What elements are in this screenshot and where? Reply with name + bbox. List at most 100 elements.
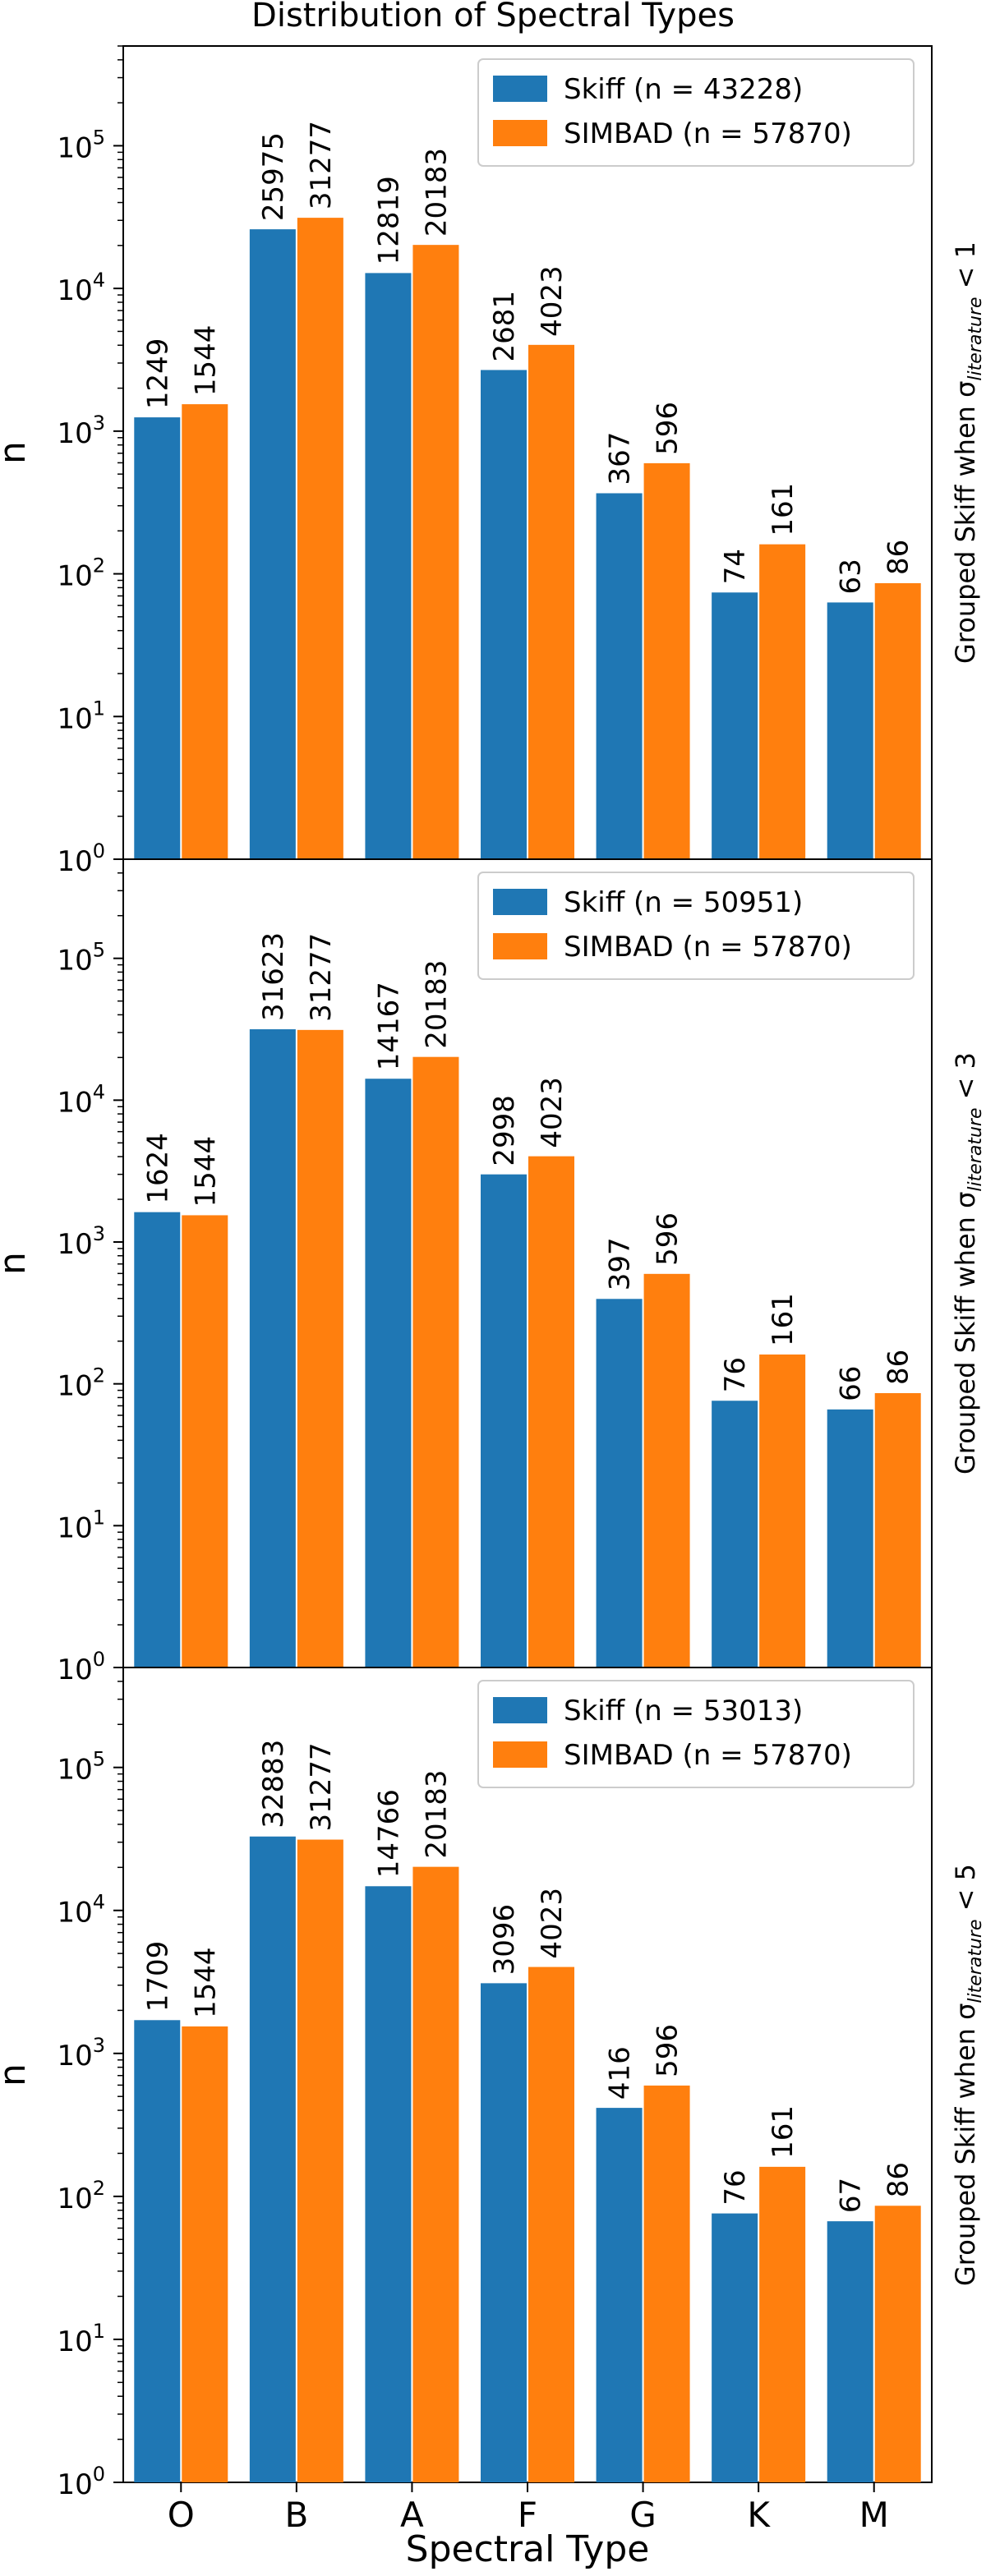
data-label: 367 [604,432,637,485]
data-label: 86 [882,1350,915,1385]
data-label: 31277 [305,933,338,1022]
simbad-bar-M [874,1392,921,1668]
legend-entry: SIMBAD (n = 57870) [564,931,852,964]
y-tick-label: 103 [57,1222,105,1261]
data-label: 63 [835,559,868,594]
y-tick-label: 101 [57,2320,105,2358]
data-label: 66 [835,1366,868,1401]
data-label: 1249 [141,338,174,410]
legend-entry: SIMBAD (n = 57870) [564,117,852,150]
data-label: 161 [767,483,799,536]
y-axis-label: n [0,441,34,464]
skiff-bar-G [596,493,643,859]
simbad-bar-O [182,2026,228,2482]
data-label: 14766 [372,1789,405,1878]
simbad-bar-F [528,344,574,859]
simbad-bar-A [412,245,459,859]
skiff-bar-K [712,1401,758,1668]
data-label: 2681 [488,291,521,362]
skiff-bar-A [365,273,412,860]
simbad-bar-F [528,1156,574,1668]
skiff-bar-O [134,2020,181,2482]
data-label: 1624 [141,1133,174,1204]
simbad-bar-B [297,218,343,860]
legend-swatch [493,120,547,146]
x-tick-label-K: K [747,2495,771,2535]
data-label: 14167 [372,982,405,1070]
legend: Skiff (n = 43228) SIMBAD (n = 57870) [477,58,915,167]
simbad-bar-B [297,1029,343,1668]
plot-frame [122,1667,933,2483]
data-label: 20183 [420,960,453,1049]
y-tick-label: 104 [57,269,105,307]
skiff-bar-B [249,229,296,860]
y-tick-label: 105 [57,126,105,164]
data-label: 4023 [536,1077,569,1148]
data-label: 397 [604,1237,637,1290]
data-label: 76 [719,1357,752,1392]
simbad-bar-F [528,1966,574,2482]
plot-frame [122,858,933,1668]
skiff-bar-K [712,2213,758,2482]
skiff-bar-A [365,1079,412,1668]
y-tick-label: 101 [57,1506,105,1544]
legend: Skiff (n = 53013) SIMBAD (n = 57870) [477,1680,915,1788]
y-tick-label: 103 [57,2034,105,2072]
x-tick-label-F: F [518,2495,537,2535]
panel-side-label: Grouped Skiff when σliterature < 5 [950,1864,986,2286]
panel-side-label: Grouped Skiff when σliterature < 1 [950,242,986,664]
data-label: 416 [604,2046,637,2100]
panel-2: 100 101 102 103 104 105 1624 31623 14167 2998 397 7… [0,858,986,1686]
legend-box [477,1680,915,1788]
skiff-bar-G [596,1299,643,1668]
simbad-bar-M [874,582,921,859]
panel-1: 100 101 102 103 104 105 1249 25975 12819 2681 367 7… [0,45,986,878]
simbad-bar-O [182,1215,228,1668]
data-label: 1544 [189,1136,222,1208]
legend-entry: SIMBAD (n = 57870) [564,1739,852,1772]
simbad-bar-A [412,1866,459,2482]
y-tick-label: 105 [57,1748,105,1787]
y-axis-label: n [0,2063,34,2086]
legend: Skiff (n = 50951) SIMBAD (n = 57870) [477,872,915,980]
skiff-bar-F [481,1983,527,2482]
y-tick-label: 100 [57,2463,105,2501]
legend-swatch [493,889,547,915]
data-label: 86 [882,540,915,575]
data-label: 2998 [488,1095,521,1166]
data-label: 76 [719,2169,752,2205]
data-label: 596 [652,402,684,455]
data-label: 596 [652,2024,684,2077]
data-label: 161 [767,2105,799,2159]
legend-swatch [493,1697,547,1723]
skiff-bar-K [712,592,758,859]
data-label: 86 [882,2162,915,2197]
data-label: 20183 [420,1769,453,1858]
simbad-bar-A [412,1056,459,1668]
legend-swatch [493,76,547,102]
data-label: 67 [835,2178,868,2213]
panel-side-label: Grouped Skiff when σliterature < 3 [950,1052,986,1474]
legend-box [477,872,915,980]
simbad-bar-K [759,544,806,859]
y-tick-label: 101 [57,697,105,735]
data-label: 74 [719,549,752,584]
x-tick-label-B: B [284,2495,308,2535]
data-label: 4023 [536,1888,569,1959]
data-label: 12819 [372,176,405,264]
simbad-bar-K [759,2166,806,2482]
chart-panels: 100 101 102 103 104 105 1249 25975 12819 2681 367 7… [0,45,986,2501]
simbad-bar-M [874,2206,921,2482]
data-label: 1709 [141,1941,174,2012]
skiff-bar-O [134,1212,181,1668]
x-tick-label-A: A [400,2495,424,2535]
simbad-bar-G [643,462,690,859]
legend-box [477,58,915,167]
x-axis-label: Spectral Type [406,2528,650,2570]
simbad-bar-G [643,1273,690,1668]
data-label: 31277 [305,121,338,209]
y-tick-label: 100 [57,1648,105,1686]
x-tick-label-G: G [629,2495,657,2535]
data-label: 596 [652,1212,684,1266]
